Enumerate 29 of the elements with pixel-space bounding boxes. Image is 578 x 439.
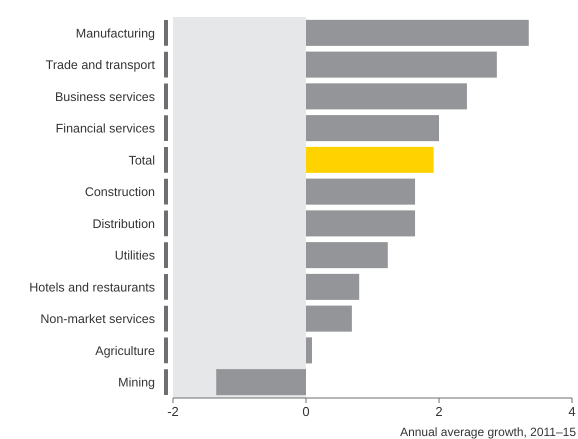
bar [306, 337, 312, 364]
y-tick-label: Agriculture [95, 344, 156, 358]
y-tick-label: Utilities [114, 248, 155, 262]
y-tick-label: Non-market services [40, 312, 155, 326]
bar [306, 115, 439, 142]
bar [306, 146, 434, 173]
y-tick-label: Total [128, 153, 155, 168]
x-tick-label: -2 [167, 404, 179, 419]
y-tick-label: Mining [118, 376, 156, 390]
x-tick-label: 2 [435, 404, 443, 419]
x-tick-label: 4 [568, 404, 576, 419]
bar [306, 20, 529, 46]
bar [306, 210, 416, 236]
x-tick-label: 0 [302, 404, 310, 419]
bar [216, 369, 306, 396]
bar [306, 52, 497, 78]
bar [306, 83, 467, 110]
bar [306, 178, 416, 205]
y-tick-label: Trade and transport [46, 58, 156, 72]
y-tick-label: Construction [84, 185, 156, 199]
y-tick-label: Business services [54, 90, 155, 104]
bar [306, 274, 360, 300]
bar [306, 242, 388, 268]
y-tick-label: Manufacturing [76, 26, 156, 40]
bar [306, 306, 352, 332]
y-tick-label: Financial services [56, 122, 155, 136]
x-axis-title: Annual average growth, 2011–15 [400, 425, 576, 439]
y-tick-label: Distribution [92, 216, 156, 231]
y-tick-label: Hotels and restaurants [29, 280, 155, 294]
